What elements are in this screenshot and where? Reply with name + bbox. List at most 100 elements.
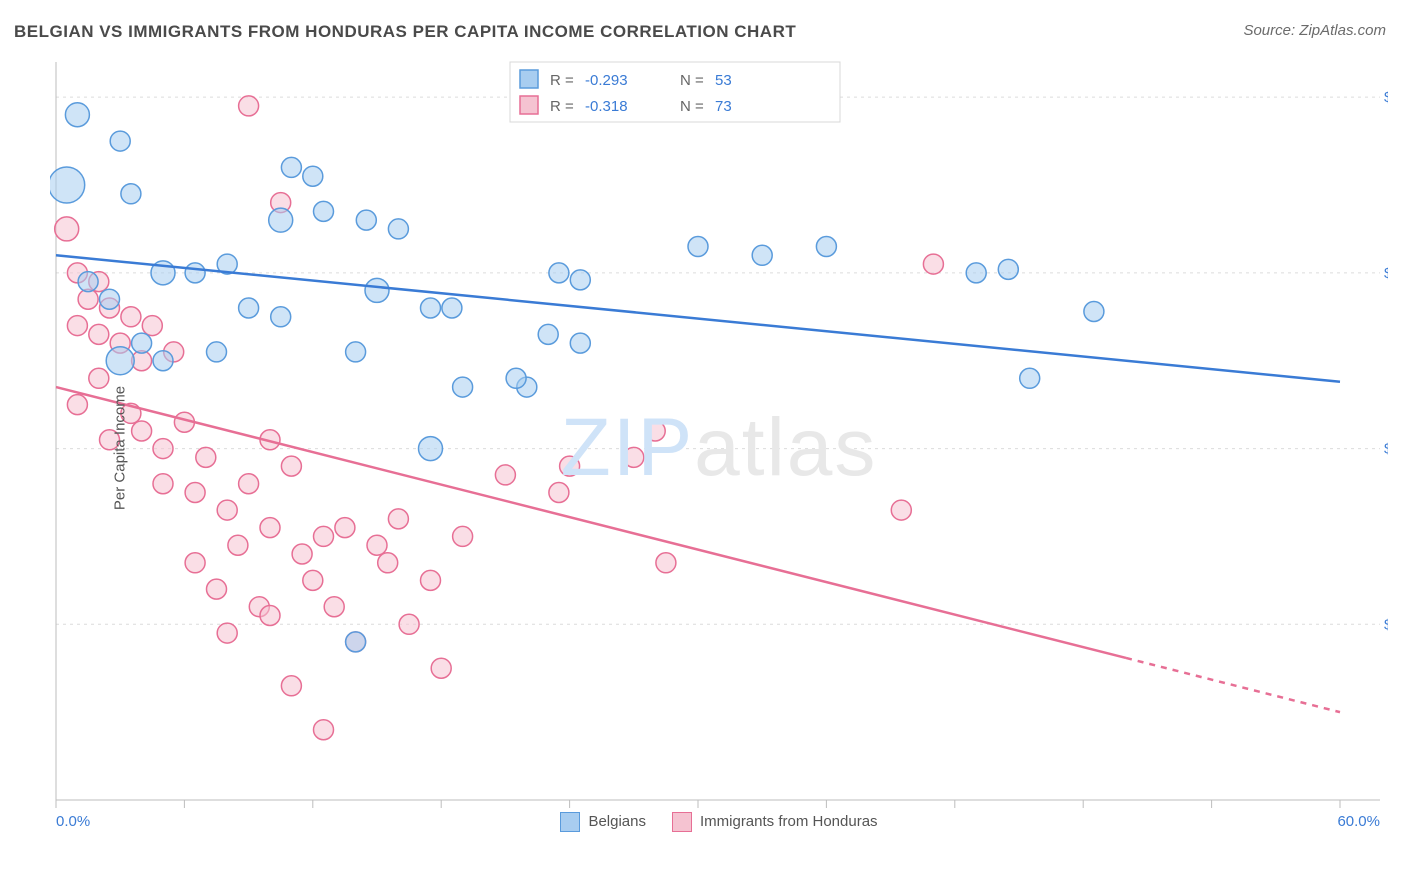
- data-point: [153, 351, 173, 371]
- data-point: [752, 245, 772, 265]
- data-point: [67, 316, 87, 336]
- trend-line-extrapolated: [1126, 658, 1340, 712]
- data-point: [570, 333, 590, 353]
- data-point: [271, 307, 291, 327]
- data-point: [292, 544, 312, 564]
- data-point: [966, 263, 986, 283]
- stats-r-value: -0.293: [585, 72, 628, 89]
- data-point: [388, 509, 408, 529]
- data-point: [185, 553, 205, 573]
- stats-r-label: R =: [550, 98, 574, 115]
- plot-area: Per Capita Income $20,000$30,000$40,000$…: [50, 58, 1388, 838]
- data-point: [388, 219, 408, 239]
- data-point: [303, 166, 323, 186]
- swatch-honduras: [672, 812, 692, 832]
- data-point: [67, 395, 87, 415]
- data-point: [260, 518, 280, 538]
- data-point: [506, 368, 526, 388]
- data-point: [335, 518, 355, 538]
- data-point: [78, 272, 98, 292]
- data-point: [153, 439, 173, 459]
- data-point: [378, 553, 398, 573]
- data-point: [453, 377, 473, 397]
- data-point: [89, 324, 109, 344]
- data-point: [281, 676, 301, 696]
- y-tick-label: $50,000: [1384, 89, 1388, 106]
- data-point: [185, 263, 205, 283]
- data-point: [365, 278, 389, 302]
- data-point: [538, 324, 558, 344]
- data-point: [570, 270, 590, 290]
- data-point: [419, 437, 443, 461]
- data-point: [314, 201, 334, 221]
- stats-n-value: 73: [715, 98, 732, 115]
- data-point: [656, 553, 676, 573]
- legend-item-honduras: Immigrants from Honduras: [672, 812, 878, 832]
- stats-r-label: R =: [550, 72, 574, 89]
- data-point: [142, 316, 162, 336]
- data-point: [207, 342, 227, 362]
- data-point: [281, 157, 301, 177]
- data-point: [421, 298, 441, 318]
- data-point: [549, 483, 569, 503]
- data-point: [453, 526, 473, 546]
- data-point: [132, 333, 152, 353]
- data-point: [367, 535, 387, 555]
- data-point: [196, 447, 216, 467]
- data-point: [495, 465, 515, 485]
- stats-swatch: [520, 96, 538, 114]
- data-point: [346, 632, 366, 652]
- data-point: [688, 237, 708, 257]
- chart-container: BELGIAN VS IMMIGRANTS FROM HONDURAS PER …: [0, 0, 1406, 892]
- data-point: [217, 500, 237, 520]
- chart-title: BELGIAN VS IMMIGRANTS FROM HONDURAS PER …: [14, 22, 796, 42]
- stats-r-value: -0.318: [585, 98, 628, 115]
- data-point: [207, 579, 227, 599]
- data-point: [431, 658, 451, 678]
- data-point: [121, 307, 141, 327]
- data-point: [923, 254, 943, 274]
- data-point: [998, 259, 1018, 279]
- data-point: [314, 720, 334, 740]
- y-tick-label: $40,000: [1384, 265, 1388, 282]
- trend-line: [56, 387, 1126, 658]
- data-point: [55, 217, 79, 241]
- data-point: [110, 131, 130, 151]
- swatch-belgians: [560, 812, 580, 832]
- data-point: [239, 96, 259, 116]
- data-point: [560, 456, 580, 476]
- data-point: [1084, 302, 1104, 322]
- data-point: [442, 298, 462, 318]
- data-point: [891, 500, 911, 520]
- data-point: [228, 535, 248, 555]
- data-point: [346, 342, 366, 362]
- legend-bottom: Belgians Immigrants from Honduras: [50, 812, 1388, 832]
- source-attribution: Source: ZipAtlas.com: [1243, 22, 1386, 39]
- y-tick-label: $20,000: [1384, 616, 1388, 633]
- stats-n-label: N =: [680, 98, 704, 115]
- data-point: [324, 597, 344, 617]
- data-point: [356, 210, 376, 230]
- data-point: [153, 474, 173, 494]
- data-point: [1020, 368, 1040, 388]
- stats-n-label: N =: [680, 72, 704, 89]
- data-point: [239, 474, 259, 494]
- data-point: [121, 184, 141, 204]
- data-point: [645, 421, 665, 441]
- data-point: [816, 237, 836, 257]
- y-tick-label: $30,000: [1384, 441, 1388, 458]
- data-point: [132, 421, 152, 441]
- data-point: [624, 447, 644, 467]
- data-point: [239, 298, 259, 318]
- data-point: [89, 368, 109, 388]
- stats-n-value: 53: [715, 72, 732, 89]
- data-point: [100, 289, 120, 309]
- data-point: [269, 208, 293, 232]
- y-axis-label: Per Capita Income: [112, 386, 129, 510]
- scatter-chart: $20,000$30,000$40,000$50,0000.0%60.0%R =…: [50, 58, 1388, 838]
- data-point: [260, 606, 280, 626]
- data-point: [281, 456, 301, 476]
- data-point: [185, 483, 205, 503]
- data-point: [399, 614, 419, 634]
- data-point: [421, 570, 441, 590]
